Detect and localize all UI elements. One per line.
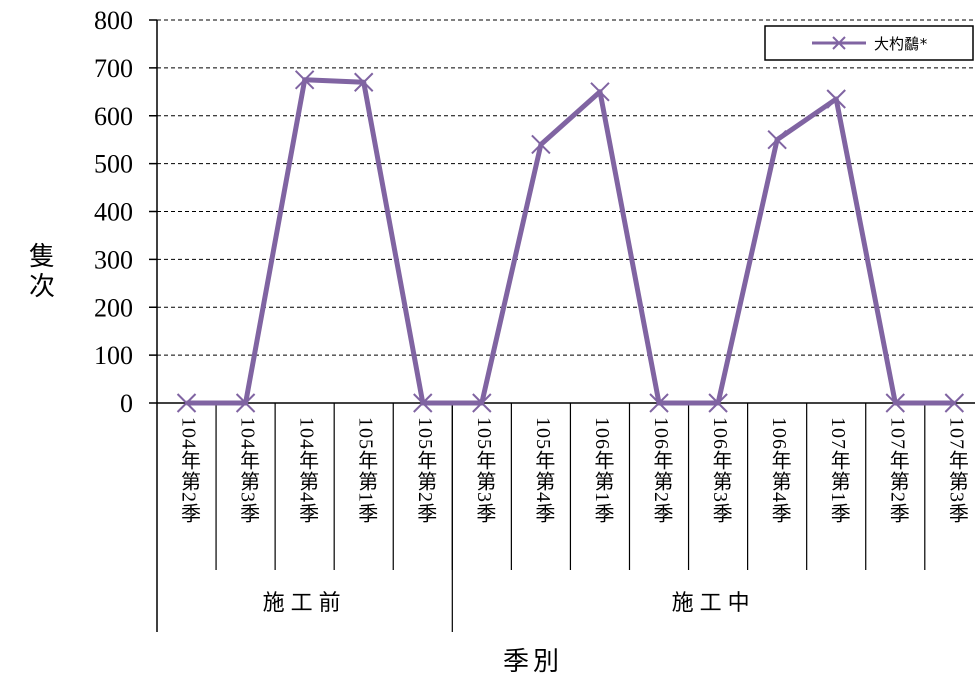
category-label: 105年第2季 <box>414 417 437 524</box>
category-label: 105年第1季 <box>355 417 378 524</box>
category-label: 106年第2季 <box>650 417 673 524</box>
data-point-marker <box>826 89 846 109</box>
category-label: 106年第3季 <box>709 417 732 524</box>
data-point-marker <box>176 393 197 413</box>
category-label: 107年第1季 <box>827 417 850 524</box>
y-tick-label: 600 <box>94 102 133 131</box>
data-point-marker <box>235 393 256 413</box>
group-labels: 施工前 施工中 <box>263 590 756 615</box>
axes <box>149 19 975 632</box>
category-label: 104年第3季 <box>237 417 260 524</box>
category-label: 107年第2季 <box>886 417 909 524</box>
data-point-marker <box>413 393 433 413</box>
data-point-marker <box>590 82 610 102</box>
data-point-marker <box>708 393 728 413</box>
x-axis-title: 季別 <box>503 647 563 676</box>
legend: 大杓鷸* <box>764 25 974 61</box>
y-tick-label: 100 <box>94 341 133 370</box>
y-tick-label: 0 <box>120 389 133 418</box>
data-point-marker <box>294 70 315 90</box>
y-tick-label: 800 <box>94 6 133 35</box>
legend-series-marker <box>832 36 846 50</box>
data-point-marker <box>472 393 492 413</box>
series-line <box>186 77 955 406</box>
y-tick-labels: 0 100 200 300 400 500 600 700 800 <box>94 6 133 418</box>
y-tick-label: 500 <box>94 150 133 179</box>
category-label: 104年第4季 <box>296 417 319 524</box>
series <box>176 70 965 413</box>
category-label: 105年第3季 <box>473 417 496 524</box>
data-point-marker <box>531 134 551 155</box>
data-point-marker <box>767 129 787 150</box>
y-axis-title: 隻次 <box>26 242 55 302</box>
category-label: 106年第1季 <box>591 417 614 524</box>
gridlines <box>157 19 975 356</box>
data-point-marker <box>354 72 374 92</box>
legend-series-name: 大杓鷸* <box>874 35 928 53</box>
category-label: 107年第3季 <box>945 417 968 524</box>
group-label: 施工前 <box>263 590 347 615</box>
data-point-marker <box>885 393 905 413</box>
category-label: 104年第2季 <box>178 417 201 524</box>
data-point-marker <box>944 393 965 413</box>
group-label: 施工中 <box>672 590 756 615</box>
y-tick-label: 700 <box>94 54 133 83</box>
category-label: 105年第4季 <box>532 417 555 524</box>
data-point-marker <box>649 393 669 413</box>
y-tick-label: 200 <box>94 293 133 322</box>
y-tick-label: 400 <box>94 198 133 227</box>
legend-box <box>764 25 974 61</box>
category-label: 106年第4季 <box>768 417 791 524</box>
y-tick-label: 300 <box>94 245 133 274</box>
category-labels: 104年第2季 104年第3季 104年第4季 105年第1季 105年第2季 105年第… <box>178 417 969 524</box>
